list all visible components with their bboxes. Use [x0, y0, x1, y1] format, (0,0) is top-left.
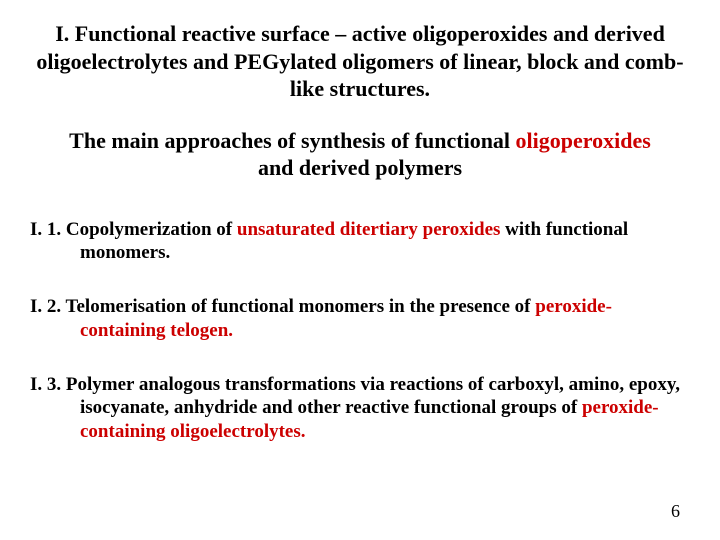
item-2: I. 2. Telomerisation of functional monom… — [30, 295, 690, 343]
subtitle: The main approaches of synthesis of func… — [30, 127, 690, 182]
item-1-lead: I. 1. Copolymerization of — [30, 219, 237, 240]
subtitle-post: and derived polymers — [258, 155, 462, 180]
subtitle-red: oligoperoxides — [516, 128, 651, 153]
page-number: 6 — [671, 501, 680, 522]
item-1-red: unsaturated ditertiary peroxides — [237, 219, 501, 240]
item-2-lead: I. 2. Telomerisation of functional monom… — [30, 296, 535, 317]
subtitle-pre: The main approaches of synthesis of func… — [69, 128, 515, 153]
slide: I. Functional reactive surface – active … — [0, 0, 720, 540]
item-1: I. 1. Copolymerization of unsaturated di… — [30, 218, 690, 266]
item-3: I. 3. Polymer analogous transformations … — [30, 373, 690, 444]
main-title: I. Functional reactive surface – active … — [30, 20, 690, 103]
